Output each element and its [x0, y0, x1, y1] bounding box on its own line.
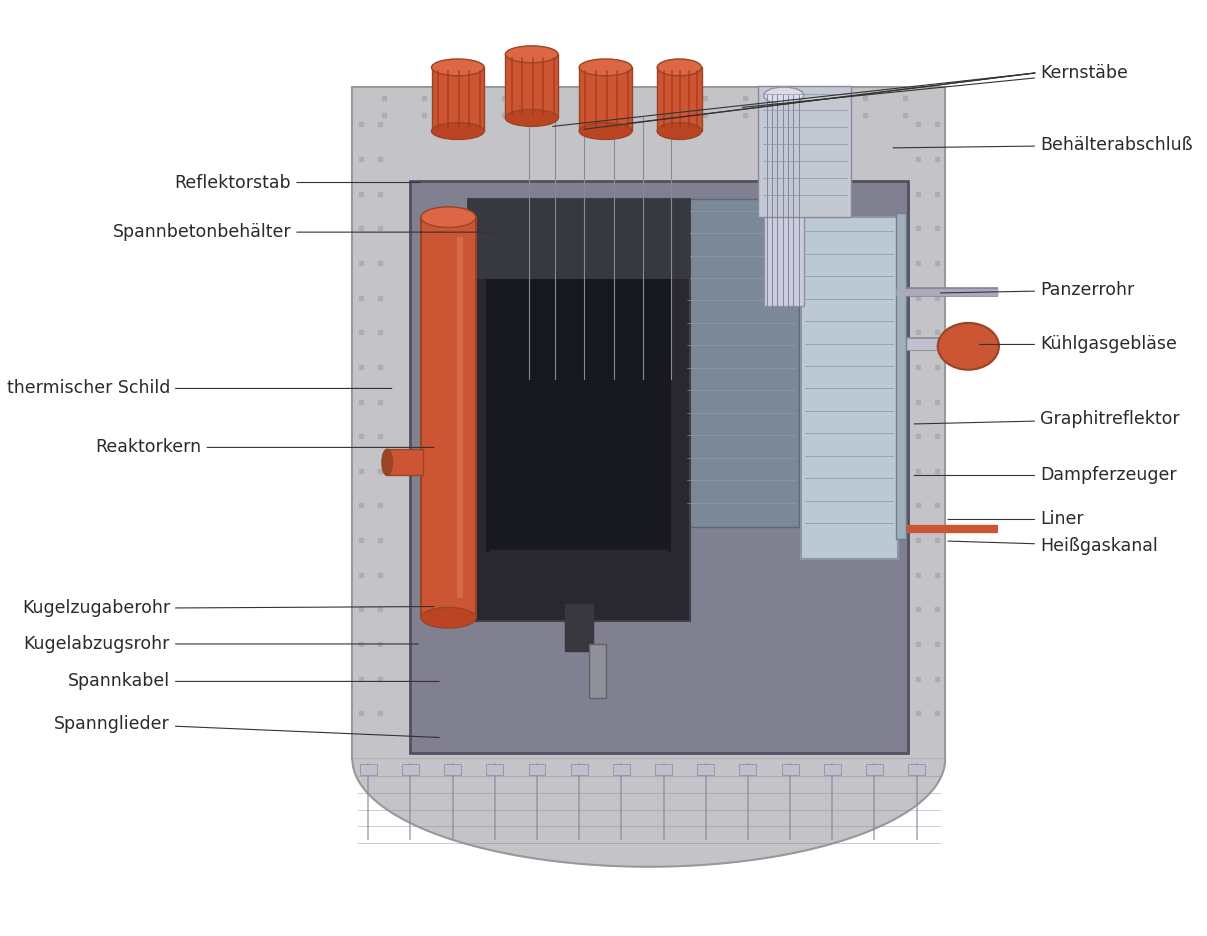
Bar [740, 764, 757, 775]
Ellipse shape [506, 110, 558, 126]
Polygon shape [352, 759, 945, 867]
Ellipse shape [381, 449, 392, 475]
Bar [410, 181, 908, 753]
Polygon shape [565, 604, 593, 651]
Bar [657, 67, 701, 131]
Polygon shape [490, 550, 669, 604]
Bar [684, 199, 799, 527]
Bar [529, 764, 546, 775]
Text: Spannkabel: Spannkabel [68, 672, 439, 691]
Bar [486, 206, 671, 552]
Bar [867, 764, 882, 775]
Bar [352, 87, 945, 759]
Bar [506, 54, 558, 118]
Text: Reflektorstab: Reflektorstab [175, 173, 420, 192]
Bar [387, 449, 424, 475]
Text: Heißgaskanal: Heißgaskanal [947, 536, 1158, 555]
Bar [782, 764, 799, 775]
Ellipse shape [421, 207, 476, 227]
Ellipse shape [764, 87, 804, 104]
Bar [698, 764, 715, 775]
Ellipse shape [506, 46, 558, 63]
Text: Kernstäbe: Kernstäbe [742, 64, 1127, 108]
Text: Spannglieder: Spannglieder [54, 714, 439, 738]
Bar [579, 67, 632, 131]
Bar [421, 217, 476, 618]
Bar [402, 764, 419, 775]
Bar [800, 217, 898, 559]
Text: thermischer Schild: thermischer Schild [6, 379, 392, 398]
Bar [468, 199, 690, 621]
Text: Behälterabschluß: Behälterabschluß [893, 136, 1193, 154]
Ellipse shape [657, 59, 701, 76]
Bar [764, 95, 804, 306]
Bar [655, 764, 672, 775]
Text: Kugelabzugsrohr: Kugelabzugsrohr [24, 635, 418, 653]
Bar [456, 237, 463, 598]
Bar [468, 199, 690, 279]
Text: Reaktorkern: Reaktorkern [95, 438, 435, 457]
Bar [431, 67, 484, 131]
Bar [589, 644, 606, 698]
Ellipse shape [579, 123, 632, 139]
Bar [824, 764, 841, 775]
Text: Dampferzeuger: Dampferzeuger [914, 466, 1177, 485]
Text: Liner: Liner [947, 510, 1084, 529]
Ellipse shape [579, 59, 632, 76]
Bar [486, 764, 503, 775]
Bar [571, 764, 588, 775]
Text: Spannbetonbehälter: Spannbetonbehälter [112, 223, 494, 241]
Bar [896, 213, 906, 539]
Text: Kühlgasgebläse: Kühlgasgebläse [980, 335, 1177, 354]
Ellipse shape [431, 123, 484, 139]
Text: Panzerrohr: Panzerrohr [940, 281, 1135, 300]
Ellipse shape [421, 607, 476, 628]
Bar [360, 764, 377, 775]
Ellipse shape [938, 323, 999, 370]
Bar [908, 764, 925, 775]
Text: Graphitreflektor: Graphitreflektor [914, 410, 1179, 429]
Bar [613, 764, 630, 775]
Bar [444, 764, 461, 775]
Text: Kugelzugaberohr: Kugelzugaberohr [22, 599, 435, 618]
Ellipse shape [657, 123, 701, 139]
Ellipse shape [431, 59, 484, 76]
Bar [758, 86, 851, 217]
